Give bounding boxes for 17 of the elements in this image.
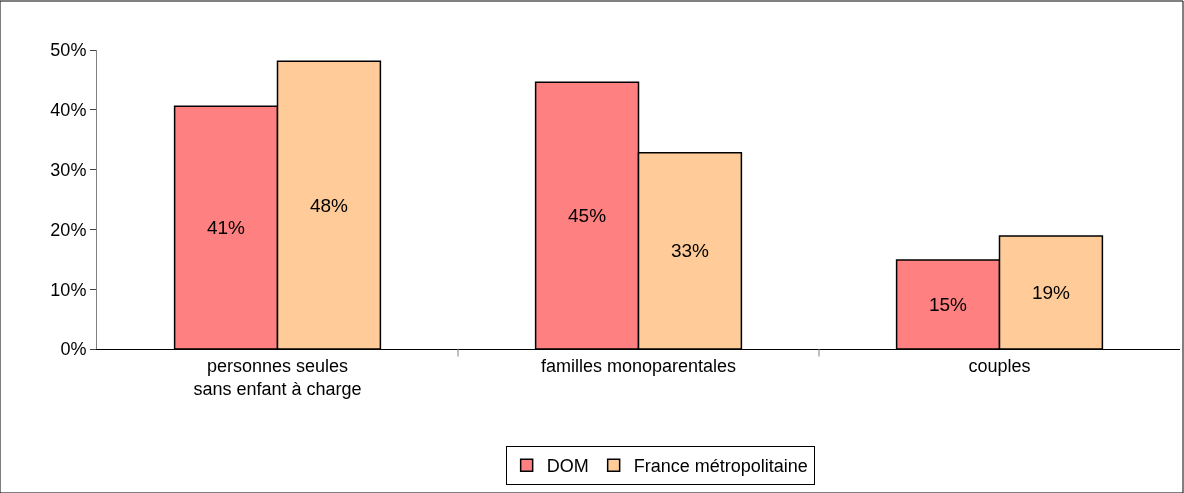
- x-tick-label: familles monoparentales: [540, 355, 737, 376]
- data-label: 15%: [928, 293, 968, 315]
- x-tick-label: personnes seules sans enfant à charge: [193, 355, 362, 399]
- data-label: 45%: [567, 205, 607, 227]
- data-label: 41%: [206, 217, 246, 239]
- data-label: 48%: [309, 194, 349, 216]
- y-tick-label: 10%: [50, 279, 87, 300]
- data-label: 33%: [670, 240, 710, 262]
- y-tick-label: 40%: [50, 100, 87, 121]
- y-tick-label: 30%: [50, 159, 87, 180]
- legend-label: DOM: [546, 456, 589, 477]
- y-tick-label: 50%: [50, 40, 87, 61]
- y-tick-label: 20%: [50, 219, 87, 240]
- legend-label: France métropolitaine: [633, 456, 808, 477]
- y-tick-label: 0%: [60, 339, 87, 360]
- x-tick-label: couples: [968, 355, 1031, 376]
- data-label: 19%: [1031, 281, 1071, 303]
